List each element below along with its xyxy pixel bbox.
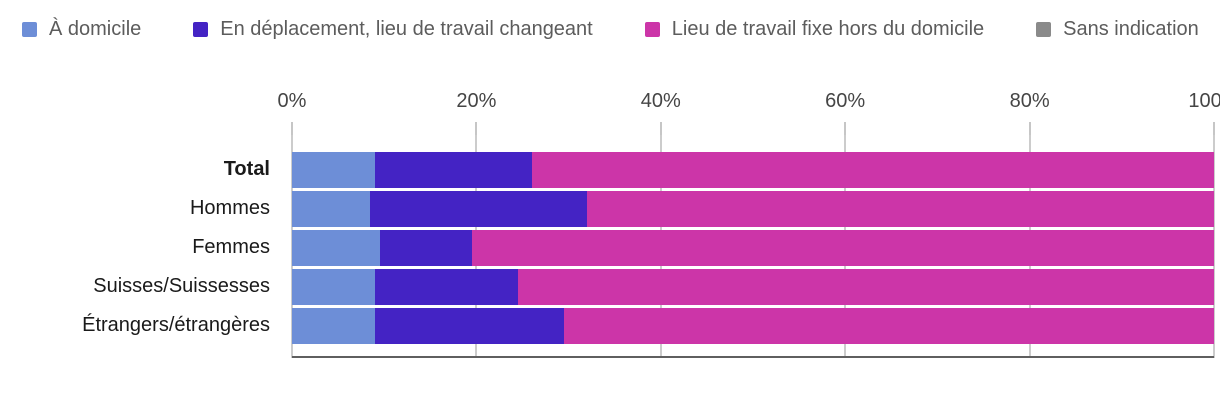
legend-label: Lieu de travail fixe hors du domicile [671, 18, 985, 40]
axis-tick-label: 60% [825, 90, 866, 112]
legend-swatch-icon [1036, 21, 1052, 37]
legend-swatch-icon [193, 21, 209, 37]
bar-segment [471, 229, 1214, 266]
bar-segment [292, 229, 380, 266]
bar-track [292, 229, 1214, 266]
x-axis-labels: 0% 20% 40% 60% 80% 100% [278, 90, 1220, 122]
bar-segment [563, 307, 1214, 344]
tick-mark [475, 122, 477, 135]
bar-rows: Total Hommes Femmes Suisses/Suissesses Étran… [16, 135, 1214, 358]
x-axis: 0% 20% 40% 60% 80% 100% [16, 90, 1220, 122]
bar-segment [292, 151, 375, 188]
bar-row: Femmes [16, 228, 1214, 267]
legend-item: Sans indication [1036, 14, 1199, 44]
bar-segment [374, 151, 532, 188]
category-label: Femmes [192, 236, 270, 258]
legend-item: En déplacement, lieu de travail changean… [193, 14, 593, 44]
axis-tick-label: 100% [1188, 90, 1220, 112]
bar-segment [292, 190, 371, 227]
legend-swatch-icon [22, 21, 37, 37]
bar-segment [531, 151, 1214, 188]
x-axis-baseline [292, 356, 1214, 358]
bar-segment [374, 268, 518, 305]
plot-area: Total Hommes Femmes Suisses/Suissesses Étran… [16, 135, 1215, 358]
category-label: Total [223, 158, 270, 180]
legend-item: Lieu de travail fixe hors du domicile [644, 14, 985, 44]
legend-label: En déplacement, lieu de travail changean… [220, 18, 593, 40]
tick-row [16, 122, 1215, 135]
legend-swatch-icon [644, 21, 660, 37]
bar-row: Total [16, 150, 1214, 189]
bar-track [292, 190, 1214, 227]
category-label: Suisses/Suissesses [93, 275, 270, 297]
axis-tick-label: 80% [1009, 90, 1050, 112]
bar-segment [292, 268, 375, 305]
axis-label-spacer [16, 90, 292, 122]
bar-segment [374, 307, 564, 344]
bar-track [292, 268, 1214, 305]
ticks-area [291, 122, 1215, 135]
legend-label: Sans indication [1063, 18, 1199, 40]
legend-label: À domicile [49, 18, 142, 40]
legend: À domicile En déplacement, lieu de travai… [16, 10, 1206, 44]
category-label: Hommes [189, 197, 270, 219]
chart-page: À domicile En déplacement, lieu de travai… [16, 10, 1220, 358]
axis-tick-label: 0% [277, 90, 307, 112]
bar-track [292, 151, 1214, 188]
gridline [1213, 135, 1215, 358]
legend-item: À domicile [22, 14, 141, 44]
bar-track [292, 307, 1214, 344]
tick-mark [844, 122, 846, 135]
bar-row: Étrangers/étrangères [16, 306, 1214, 345]
bar-segment [292, 307, 375, 344]
tick-mark [291, 122, 293, 135]
bar-segment [370, 190, 588, 227]
bar-segment [517, 268, 1214, 305]
axis-tick-label: 40% [640, 90, 681, 112]
bar-segment [587, 190, 1214, 227]
stacked-bar-chart: 0% 20% 40% 60% 80% 100% Total Hommes Femmes Suis… [16, 90, 1220, 358]
tick-mark [660, 122, 662, 135]
tick-mark [1029, 122, 1031, 135]
axis-tick-label: 20% [456, 90, 497, 112]
bar-segment [379, 229, 472, 266]
bar-row: Suisses/Suissesses [16, 267, 1214, 306]
tick-mark [1213, 122, 1215, 135]
bar-row: Hommes [16, 189, 1214, 228]
category-label: Étrangers/étrangères [82, 314, 270, 336]
